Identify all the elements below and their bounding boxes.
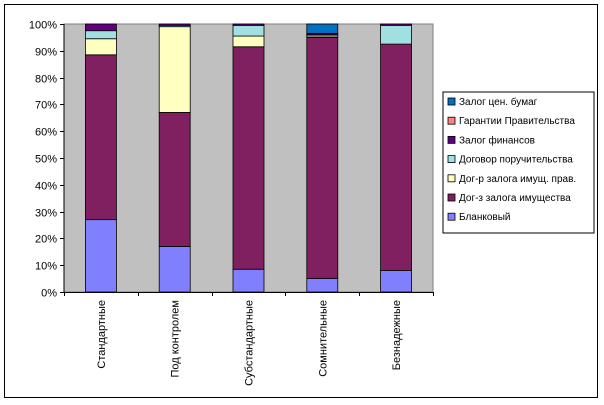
legend: Залог цен. бумаг Гарантии Правительства За… (442, 91, 595, 234)
bar-segment (158, 112, 191, 247)
y-tick-label: 10% (35, 261, 57, 273)
bar-segment (158, 246, 191, 293)
legend-swatch (447, 193, 456, 202)
bar-segment (158, 23, 191, 26)
legend-label: Дог-з залога имущества (459, 193, 571, 204)
bar-segment (85, 54, 117, 221)
bar-segment (306, 278, 339, 293)
y-tick-label: 0% (41, 288, 57, 300)
legend-swatch (447, 212, 456, 221)
bar-segment (306, 37, 339, 279)
legend-label: Дог-р залога имущ. прав. (459, 174, 576, 185)
bar-segment (232, 23, 265, 26)
y-axis: 0% 10% 20% 30% 40% 50% 60% 70% 80% 90% 100% (29, 20, 65, 300)
y-tick-label: 70% (35, 100, 57, 112)
bar-segment (85, 30, 117, 40)
y-tick-label: 20% (35, 234, 57, 246)
legend-box (442, 91, 595, 234)
bar-segment (232, 35, 265, 48)
legend-label: Бланковый (459, 212, 511, 223)
y-tick-label: 80% (35, 74, 57, 86)
bar-segment (232, 46, 265, 270)
legend-swatch (447, 174, 456, 183)
x-tick-label: Под контролем (170, 300, 182, 378)
legend-label: Гарантии Правительства (459, 116, 575, 127)
legend-swatch (447, 116, 456, 125)
y-tick-label: 40% (35, 181, 57, 193)
x-tick-label: Субстандартные (244, 300, 256, 386)
bar-segment (380, 24, 413, 45)
bar-segment (232, 268, 265, 293)
y-tick-label: 60% (35, 127, 57, 139)
bars-group (85, 23, 413, 293)
x-tick-label: Сомнительные (317, 300, 329, 377)
bar-segment (380, 23, 413, 26)
x-axis: Стандартные Под контролем Субстандартные Со… (64, 292, 434, 386)
legend-label: Залог финансов (459, 134, 535, 146)
y-tick-label: 30% (35, 208, 57, 220)
y-tick-label: 90% (35, 47, 57, 59)
legend-label: Залог цен. бумаг (459, 96, 538, 108)
bar-segment (85, 38, 117, 56)
bar-segment (380, 43, 413, 271)
legend-swatch (447, 97, 456, 106)
legend-swatch (447, 135, 456, 144)
y-tick-label: 50% (35, 154, 57, 166)
legend-label: Договор поручительства (459, 155, 573, 166)
bar-segment (306, 23, 339, 34)
bar-segment (85, 23, 117, 32)
bar-segment (380, 270, 413, 293)
legend-swatch (447, 155, 456, 164)
bar-segment (232, 24, 265, 37)
y-tick-label: 100% (29, 20, 57, 32)
x-tick-label: Безнадежные (391, 300, 403, 370)
x-tick-label: Стандартные (96, 300, 108, 369)
bar-segment (158, 26, 191, 113)
bar-segment (85, 219, 117, 293)
